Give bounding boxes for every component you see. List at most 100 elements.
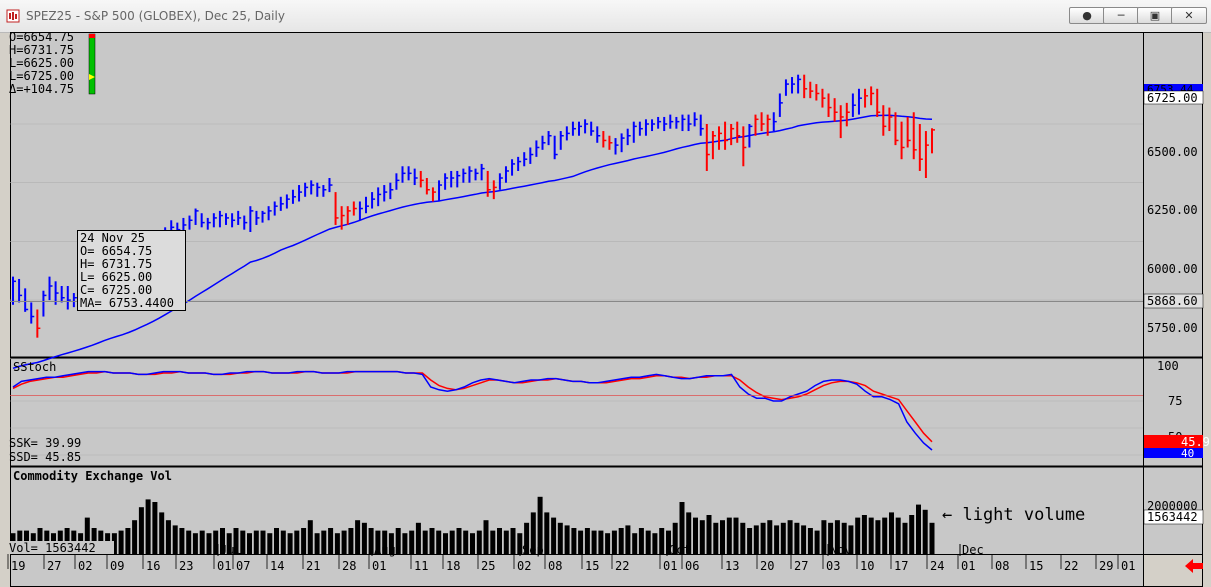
day-label: 11 <box>414 559 428 573</box>
ohlc-low: L=6625.00 <box>9 56 74 70</box>
day-label: 01 <box>1121 559 1135 573</box>
volume-bar <box>916 504 921 554</box>
stoch-label-100: 100 <box>1157 359 1179 373</box>
volume-bar <box>821 520 827 554</box>
data-window: 24 Nov 25 O= 6654.75 H= 6731.75 L= 6625.… <box>77 230 186 311</box>
volume-bar <box>564 525 570 554</box>
day-label: 22 <box>1064 559 1078 573</box>
volume-bar <box>274 528 279 554</box>
volume-bar <box>125 528 131 554</box>
volume-bar <box>159 512 165 554</box>
volume-bar <box>605 533 611 554</box>
volume-bar <box>868 517 874 554</box>
close-button[interactable]: ✕ <box>1171 7 1207 24</box>
volume-bar <box>794 522 800 554</box>
vol-readout-bg <box>10 541 114 554</box>
volume-bar <box>233 528 239 554</box>
ssd-tag <box>1144 435 1203 448</box>
stoch-pane[interactable] <box>10 358 1143 466</box>
day-label: 16 <box>146 559 160 573</box>
volume-bar <box>179 528 185 554</box>
volume-bar <box>503 530 509 554</box>
volume-bar <box>314 533 320 554</box>
price-pane[interactable] <box>10 32 1143 357</box>
day-label: 25 <box>481 559 495 573</box>
volume-bar <box>814 530 820 554</box>
volume-bar <box>747 528 753 554</box>
day-label: 01 <box>961 559 975 573</box>
volume-bar <box>368 528 374 554</box>
moving-average-path <box>12 114 933 370</box>
volume-bar <box>247 533 252 554</box>
volume-bar <box>348 528 354 554</box>
volume-bar <box>638 528 644 554</box>
day-label: 23 <box>179 559 193 573</box>
volume-bar <box>693 517 698 554</box>
day-label: 15 <box>1029 559 1043 573</box>
volume-bar <box>625 525 631 554</box>
volume-bar <box>375 530 381 554</box>
volume-bar <box>301 528 307 554</box>
volume-bar <box>456 528 462 554</box>
volume-bar <box>280 530 286 554</box>
volume-tag-text: 1563442 <box>1147 510 1198 524</box>
volume-bar <box>841 522 847 554</box>
time-axis[interactable] <box>10 554 1143 587</box>
minimize-button[interactable]: ─ <box>1103 7 1139 24</box>
minimize-icon: ─ <box>1117 9 1125 22</box>
day-label: 02 <box>78 559 92 573</box>
volume-bar <box>355 520 361 554</box>
volume-bar <box>861 515 867 554</box>
day-label: 19 <box>11 559 25 573</box>
volume-bar <box>361 522 367 554</box>
ssd-value: SSD= 45.85 <box>9 450 81 464</box>
moving-average-line <box>12 114 933 370</box>
volume-bar <box>402 533 408 554</box>
day-label: 24 <box>930 559 944 573</box>
volume-bar <box>537 496 543 554</box>
day-label: 10 <box>860 559 874 573</box>
stochastic-lines <box>12 370 933 451</box>
volume-bar <box>476 530 482 554</box>
volume-bar <box>753 525 759 554</box>
volume-bar <box>909 515 915 554</box>
ohlc-high: H=6731.75 <box>9 43 74 57</box>
volume-bar <box>483 520 489 554</box>
volume-bar <box>165 520 171 554</box>
data-window-low: L= 6625.00 <box>80 270 152 284</box>
pin-button[interactable]: ● <box>1069 7 1105 24</box>
day-label: 21 <box>306 559 320 573</box>
restore-button[interactable]: ▣ <box>1137 7 1173 24</box>
day-label: 08 <box>995 559 1009 573</box>
price-label-6250: 6250.00 <box>1147 203 1198 217</box>
volume-bar <box>132 520 138 554</box>
volume-bar <box>706 515 712 554</box>
light-volume-annotation: ← light volume <box>942 505 1085 525</box>
cursor-price-tag-text: 5868.60 <box>1147 294 1198 308</box>
volume-bar <box>699 520 705 554</box>
data-window-close: C= 6725.00 <box>80 283 152 297</box>
volume-bar <box>84 517 90 554</box>
title-bar[interactable]: SPEZ25 - S&P 500 (GLOBEX), Dec 25, Daily… <box>0 0 1211 33</box>
volume-bar <box>848 525 854 554</box>
ohlc-last: L=6725.00 <box>9 69 74 83</box>
volume-bar <box>186 530 192 554</box>
price-axis[interactable] <box>1143 32 1203 554</box>
volume-bar <box>767 520 773 554</box>
data-window-high: H= 6731.75 <box>80 257 152 271</box>
volume-bar <box>111 533 117 554</box>
volume-bar <box>145 499 151 554</box>
volume-bar <box>578 530 584 554</box>
volume-pane[interactable] <box>10 467 1143 554</box>
scroll-arrow-icon[interactable] <box>1185 559 1203 573</box>
day-label: 14 <box>270 559 284 573</box>
chart-canvas[interactable]: O=6654.75 H=6731.75 L=6625.00 L=6725.00 … <box>0 32 1211 587</box>
close-price-tag <box>1143 90 1204 105</box>
volume-bar <box>834 520 840 554</box>
volume-bar <box>544 512 550 554</box>
month-label: Oct <box>669 543 691 557</box>
volume-bar <box>740 522 746 554</box>
volume-bar <box>787 520 793 554</box>
ohlc-delta: Δ=+104.75 <box>9 82 74 96</box>
